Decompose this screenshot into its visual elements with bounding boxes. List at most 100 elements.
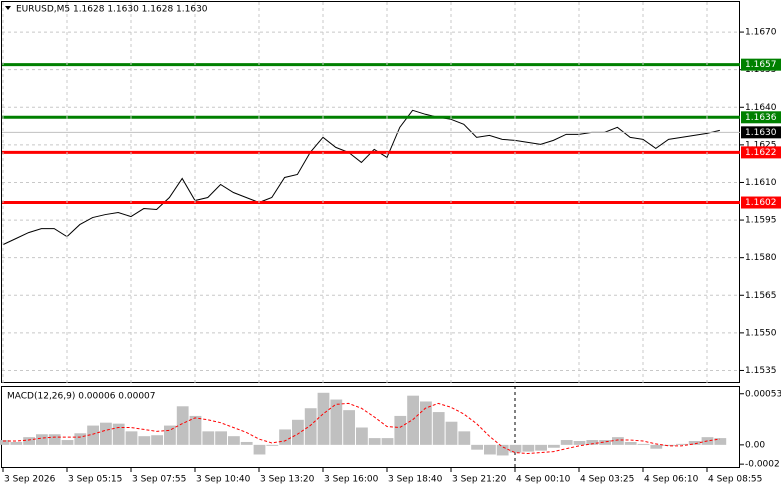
- x-tick-label: 3 Sep 21:20: [452, 475, 507, 485]
- level-tag-label: 1.1636: [745, 113, 777, 123]
- level-tag: [741, 111, 781, 124]
- y-tick-label: 1.1670: [745, 28, 777, 38]
- macd-bar: [394, 415, 407, 445]
- y-tick-label: 1.1535: [745, 366, 777, 376]
- x-tick-label: 3 Sep 07:55: [132, 475, 186, 485]
- macd-bar: [548, 444, 560, 448]
- macd-bar: [471, 444, 483, 450]
- level-tag-label: 1.1602: [745, 198, 777, 208]
- macd-title: MACD(12,26,9) 0.00006 0.00007: [7, 392, 156, 402]
- macd-bar: [125, 431, 138, 445]
- macd-frame: [1, 386, 740, 468]
- macd-bar: [560, 440, 573, 445]
- x-tick-label: 3 Sep 13:20: [260, 475, 315, 485]
- macd-bar: [330, 399, 343, 445]
- macd-bar: [368, 438, 381, 445]
- macd-bar: [100, 422, 112, 445]
- macd-bar: [112, 423, 125, 445]
- x-tick-label: 4 Sep 03:25: [580, 475, 634, 485]
- macd-bar: [356, 427, 368, 445]
- signal-line: [3, 402, 720, 455]
- macd-bar: [317, 392, 330, 445]
- macd-bar: [688, 441, 701, 445]
- x-tick-label: 3 Sep 16:00: [324, 475, 379, 485]
- macd-bar: [624, 441, 637, 445]
- level-tag-label: 1.1622: [745, 148, 777, 158]
- macd-bar: [87, 425, 99, 445]
- macd-bar: [407, 395, 419, 445]
- macd-bar: [228, 436, 240, 445]
- macd-bar: [304, 408, 317, 445]
- macd-bar: [650, 444, 663, 449]
- macd-bar: [240, 441, 253, 445]
- macd-bar: [445, 421, 458, 445]
- last-price-tag: [741, 126, 781, 139]
- macd-bar: [48, 434, 61, 445]
- y-tick-label: 1.1640: [745, 103, 777, 113]
- x-tick-label: 4 Sep 08:55: [708, 475, 762, 485]
- x-tick-label: 3 Sep 2026: [4, 475, 56, 485]
- macd-bar: [138, 436, 151, 445]
- macd-bar: [586, 440, 599, 445]
- macd-bar: [714, 438, 727, 445]
- y-tick-label: -0.0002: [745, 460, 780, 470]
- macd-bar: [663, 444, 675, 446]
- macd-bar: [202, 431, 215, 445]
- macd-bar: [432, 412, 445, 445]
- level-tag: [741, 196, 781, 209]
- macd-bar: [381, 438, 394, 445]
- y-tick-label: 0.00053: [745, 389, 781, 399]
- level-tag: [741, 58, 781, 71]
- macd-bar: [458, 431, 471, 445]
- macd-bar: [292, 419, 304, 445]
- y-tick-label: 0.00: [745, 440, 765, 450]
- x-tick-label: 4 Sep 06:10: [644, 475, 699, 485]
- macd-bar: [573, 441, 586, 445]
- x-tick-label: 4 Sep 00:10: [516, 475, 571, 485]
- y-tick-label: 1.1625: [745, 140, 777, 150]
- macd-bar: [36, 434, 48, 445]
- macd-bar: [420, 401, 432, 445]
- macd-bar: [151, 435, 163, 445]
- x-tick-label: 3 Sep 18:40: [388, 475, 443, 485]
- macd-bar: [215, 431, 227, 445]
- macd-bar: [253, 444, 266, 455]
- macd-bar: [164, 425, 176, 445]
- y-tick-label: 1.1595: [745, 216, 777, 226]
- macd-bar: [10, 441, 23, 445]
- y-tick-label: 1.1565: [745, 291, 777, 301]
- macd-bar: [535, 444, 547, 451]
- macd-bar: [484, 444, 496, 455]
- macd-bar: [61, 440, 74, 445]
- macd-bar: [612, 437, 624, 445]
- macd-bar: [522, 444, 535, 452]
- macd-bar: [189, 415, 202, 445]
- macd-bar: [74, 433, 87, 445]
- y-tick-label: 1.1550: [745, 328, 777, 338]
- y-tick-label: 1.1610: [745, 178, 777, 188]
- x-tick-label: 3 Sep 05:15: [68, 475, 122, 485]
- y-tick-label: 1.1580: [745, 253, 777, 263]
- macd-bar: [637, 443, 650, 445]
- level-tag: [741, 146, 781, 159]
- main-frame: [1, 1, 740, 383]
- menu-arrow: [5, 6, 11, 10]
- plot-layer: [0, 2, 740, 456]
- macd-bar: [676, 443, 688, 445]
- chart-title: EURUSD,M5 1.1628 1.1630 1.1628 1.1630: [16, 5, 208, 15]
- x-tick-label: 3 Sep 10:40: [196, 475, 251, 485]
- level-tag-label: 1.1657: [745, 60, 777, 70]
- macd-bar: [496, 444, 509, 456]
- macd-bar: [176, 406, 189, 445]
- macd-bar: [279, 429, 291, 445]
- macd-bar: [343, 410, 355, 445]
- macd-bar: [266, 444, 279, 446]
- macd-bar: [23, 437, 35, 445]
- macd-bar: [509, 444, 522, 453]
- macd-bar: [599, 440, 611, 445]
- macd-bar: [0, 440, 10, 445]
- last-price-label: 1.1630: [745, 128, 777, 138]
